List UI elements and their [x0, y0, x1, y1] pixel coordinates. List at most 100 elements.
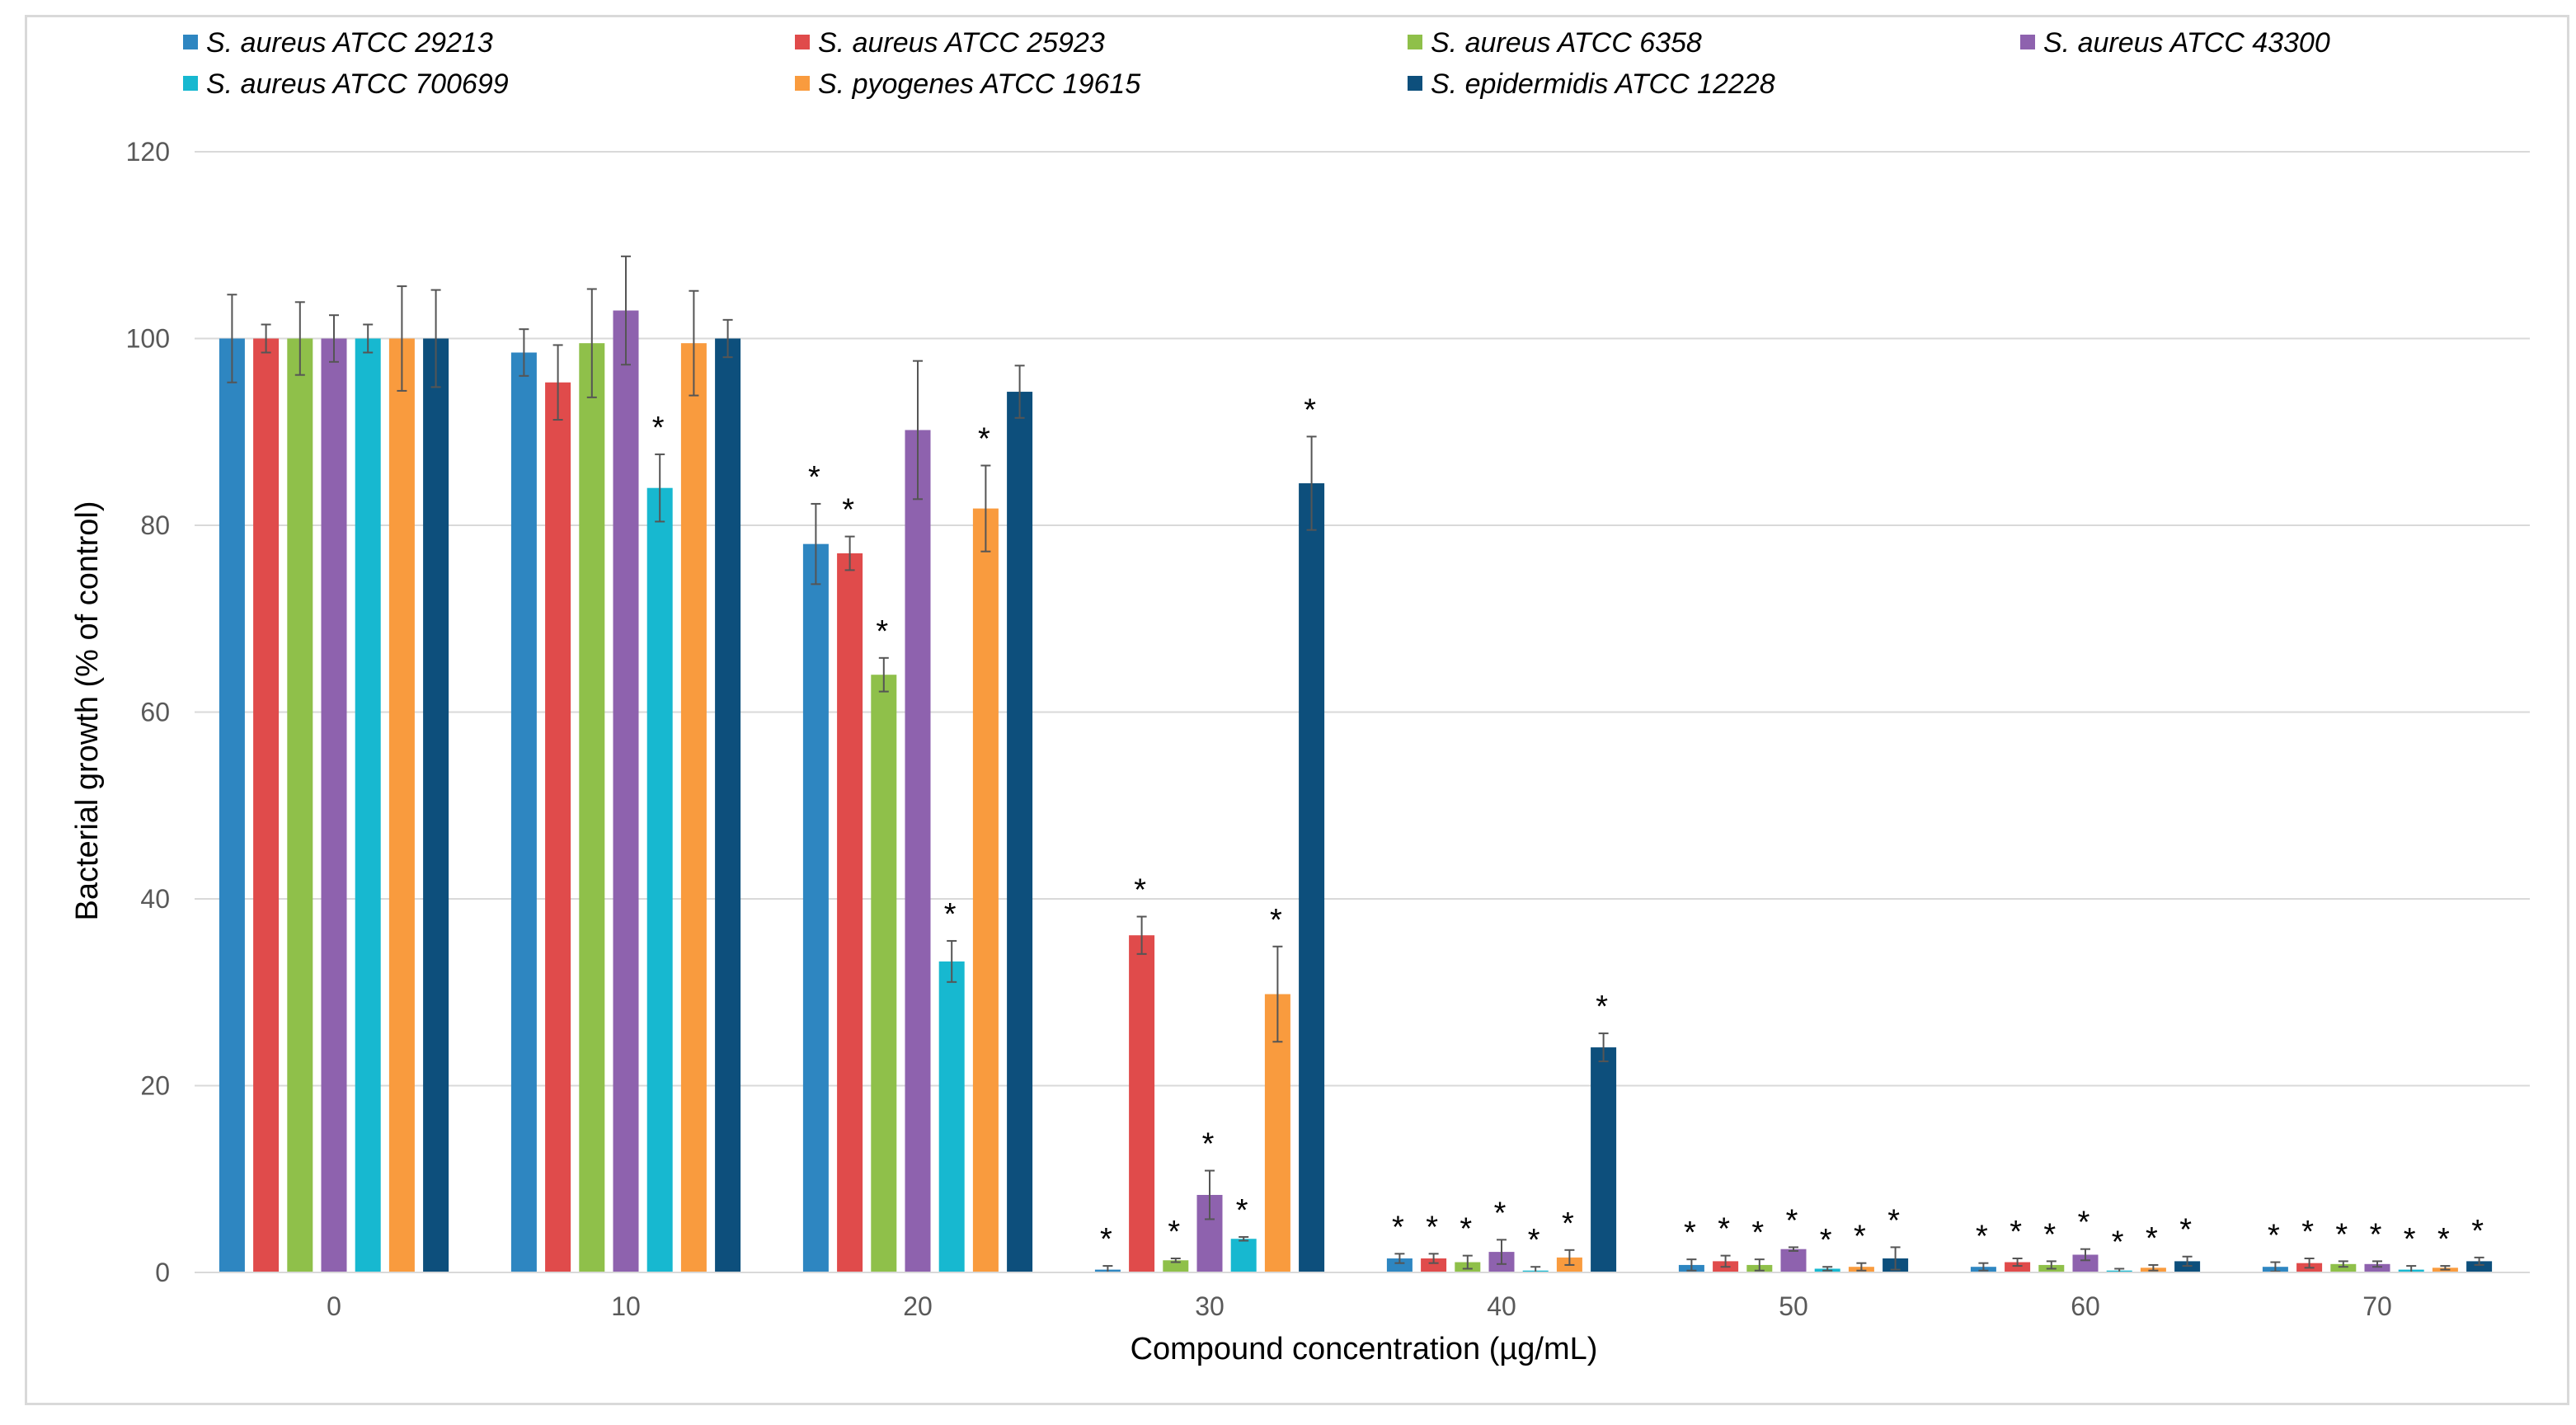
bar [2364, 1263, 2390, 1272]
bar [871, 675, 897, 1272]
significance-marker: * [1494, 1196, 1507, 1230]
bar [2072, 1254, 2099, 1272]
legend-swatch [1408, 35, 1422, 49]
significance-marker: * [1562, 1206, 1574, 1241]
significance-marker: * [1786, 1203, 1798, 1238]
significance-marker: * [1392, 1210, 1404, 1244]
legend-label: S. aureus ATCC 6358 [1431, 27, 1702, 59]
significance-marker: * [944, 897, 957, 932]
x-tick-label: 50 [1779, 1291, 1808, 1321]
legend-swatch [1408, 76, 1422, 91]
legend-swatch [795, 76, 810, 91]
bar [388, 338, 415, 1272]
x-tick-label: 30 [1195, 1291, 1225, 1321]
significance-marker: * [2112, 1225, 2124, 1259]
bar [938, 961, 965, 1272]
bar [1780, 1249, 1807, 1272]
y-tick-label: 0 [155, 1258, 170, 1287]
bar [510, 352, 537, 1272]
bar [253, 338, 280, 1272]
bar [579, 343, 605, 1273]
significance-marker: * [2370, 1217, 2382, 1252]
legend-item: S. epidermidis ATCC 12228 [1408, 68, 1775, 100]
bar [715, 338, 741, 1272]
significance-marker: * [2179, 1213, 2192, 1248]
significance-marker: * [2437, 1222, 2450, 1257]
legend-label: S. aureus ATCC 700699 [206, 68, 509, 100]
legend-label: S. aureus ATCC 25923 [818, 27, 1105, 59]
legend-item: S. aureus ATCC 29213 [183, 27, 493, 59]
bar [905, 430, 931, 1272]
significance-marker: * [1270, 903, 1282, 938]
bar [1129, 935, 1155, 1272]
y-tick-label: 40 [140, 884, 170, 914]
bar [1230, 1239, 1257, 1272]
legend-swatch [183, 35, 198, 49]
x-tick-label: 70 [2362, 1291, 2392, 1321]
significance-marker: * [1304, 393, 1316, 427]
bar [837, 553, 863, 1272]
y-axis-ticks: 0 20 40 60 80 100 120 [126, 137, 170, 1287]
y-tick-label: 20 [140, 1071, 170, 1101]
significance-marker: * [1426, 1210, 1438, 1244]
significance-marker: * [1202, 1127, 1215, 1162]
bar [1421, 1258, 1447, 1272]
significance-marker: * [1718, 1212, 1730, 1247]
significance-marker: * [652, 411, 665, 445]
bar [1163, 1260, 1189, 1272]
bars: * * * * * * * * * * * * * * * * * * * * * * * * * * * * * * * * * * * * * * * *… [219, 255, 2493, 1273]
significance-marker: * [1854, 1220, 1866, 1254]
significance-marker: * [2010, 1215, 2022, 1249]
bar [545, 382, 571, 1272]
x-tick-label: 20 [903, 1291, 933, 1321]
y-tick-label: 100 [126, 324, 170, 354]
significance-marker: * [1684, 1216, 1696, 1250]
legend-label: S. aureus ATCC 29213 [206, 27, 493, 59]
gridlines [195, 151, 2530, 1087]
significance-marker: * [2471, 1214, 2484, 1249]
legend-label: S. aureus ATCC 43300 [2043, 27, 2330, 59]
significance-marker: * [978, 422, 990, 457]
x-tick-label: 40 [1487, 1291, 1516, 1321]
significance-marker: * [1134, 873, 1146, 908]
bar [2005, 1262, 2031, 1272]
x-axis-ticks: 0 10 20 30 40 50 60 70 [327, 1291, 2392, 1321]
legend-label: S. epidermidis ATCC 12228 [1431, 68, 1775, 100]
significance-marker: * [1751, 1216, 1764, 1250]
significance-marker: * [1460, 1212, 1472, 1247]
legend-item: S. pyogenes ATCC 19615 [795, 68, 1140, 100]
legend-item: S. aureus ATCC 6358 [1408, 27, 1702, 59]
bar [972, 508, 999, 1272]
x-axis-title: Compound concentration (µg/mL) [1131, 1332, 1598, 1366]
legend-swatch [2020, 35, 2035, 49]
significance-marker: * [808, 460, 820, 495]
bar [219, 338, 245, 1272]
bar [287, 338, 313, 1272]
x-tick-label: 0 [327, 1291, 341, 1321]
bar [423, 338, 449, 1272]
x-tick-label: 10 [611, 1291, 641, 1321]
legend: S. aureus ATCC 29213 S. aureus ATCC 25923… [183, 27, 2330, 100]
significance-marker: * [842, 493, 854, 528]
bar [802, 543, 829, 1272]
y-axis-title: Bacterial growth (% of control) [70, 501, 105, 921]
significance-marker: * [1100, 1222, 1112, 1257]
bar [680, 343, 707, 1273]
legend-item: S. aureus ATCC 43300 [2020, 27, 2330, 59]
legend-label: S. pyogenes ATCC 19615 [818, 68, 1140, 100]
significance-marker: * [2043, 1217, 2056, 1252]
chart-frame [25, 15, 2569, 1405]
significance-marker: * [2301, 1215, 2314, 1249]
significance-marker: * [2404, 1222, 2416, 1257]
legend-item: S. aureus ATCC 700699 [183, 68, 509, 100]
significance-marker: * [1976, 1220, 1988, 1254]
y-tick-label: 80 [140, 510, 170, 540]
bar [355, 338, 381, 1272]
bar [2330, 1263, 2357, 1272]
significance-marker: * [2335, 1217, 2348, 1252]
bar [1386, 1258, 1413, 1272]
bar [1591, 1047, 1617, 1272]
bar [613, 310, 639, 1272]
significance-marker: * [1168, 1215, 1180, 1249]
